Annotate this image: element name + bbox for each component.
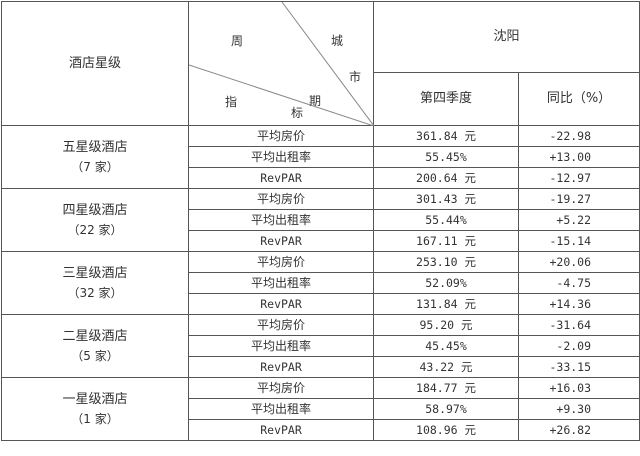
yoy-cell: +26.82 <box>517 419 640 441</box>
yoy-cell: -12.97 <box>517 167 640 189</box>
table-row: RevPAR 200.64 元 -12.97 <box>2 167 640 189</box>
value-cell: 131.84 元 <box>373 293 519 315</box>
value-cell: 200.64 元 <box>373 167 519 189</box>
metric-cell: 平均房价 <box>188 188 374 210</box>
yoy-cell: +13.00 <box>517 146 640 168</box>
yoy-cell: -22.98 <box>517 125 640 147</box>
yoy-cell: -31.64 <box>517 314 640 336</box>
yoy-cell: -33.15 <box>517 356 640 378</box>
metric-cell: RevPAR <box>188 356 374 378</box>
table-row: 二星级酒店 （5 家） 平均房价 95.20 元 -31.64 <box>1 314 640 378</box>
metric-cell: 平均房价 <box>188 251 374 273</box>
header-diagonal-cell: 周 城 市 期 指 标 <box>188 1 374 126</box>
hotel-stats-table: 酒店星级 周 城 市 期 指 标 沈阳 第四季度 同比（%） 五星级酒店 （7 家… <box>1 1 640 441</box>
header-city: 沈阳 <box>372 1 640 73</box>
metric-cell: 平均房价 <box>188 314 374 336</box>
value-cell: 301.43 元 <box>373 188 519 210</box>
yoy-cell: +20.06 <box>517 251 640 273</box>
metric-cell: RevPAR <box>188 419 374 441</box>
group-label: 一星级酒店 （1 家） <box>1 377 189 441</box>
value-cell: 108.96 元 <box>373 419 519 441</box>
yoy-cell: -19.27 <box>517 188 640 210</box>
value-cell: 45.45% <box>373 335 519 357</box>
metric-cell: 平均出租率 <box>188 209 374 231</box>
table-body: 五星级酒店 （7 家） 平均房价 361.84 元 -22.98 平均出租率 55.45% +… <box>1 125 640 441</box>
value-cell: 52.09% <box>373 272 519 294</box>
table-row: RevPAR 131.84 元 +14.36 <box>2 293 640 315</box>
diag-label-qi: 期 <box>309 94 322 108</box>
group-name: 四星级酒店 <box>62 203 128 218</box>
group-name: 二星级酒店 <box>62 329 128 344</box>
diag-label-zhou: 周 <box>231 34 244 48</box>
group-count: （22 家） <box>67 223 123 237</box>
value-cell: 55.45% <box>373 146 519 168</box>
yoy-cell: +16.03 <box>517 377 640 399</box>
yoy-cell: +9.30 <box>517 398 640 420</box>
metric-cell: 平均出租率 <box>188 272 374 294</box>
table-row: 平均出租率 45.45% -2.09 <box>2 335 640 357</box>
header-yoy: 同比（%） <box>517 72 640 126</box>
yoy-cell: +5.22 <box>517 209 640 231</box>
yoy-cell: -15.14 <box>517 230 640 252</box>
value-cell: 184.77 元 <box>373 377 519 399</box>
diag-label-shi: 市 <box>349 70 362 84</box>
header-q4: 第四季度 <box>373 72 519 126</box>
group-label: 四星级酒店 （22 家） <box>1 188 189 252</box>
table-row: 一星级酒店 （1 家） 平均房价 184.77 元 +16.03 <box>1 377 640 441</box>
group-label: 五星级酒店 （7 家） <box>1 125 189 189</box>
yoy-cell: -2.09 <box>517 335 640 357</box>
table-row: 三星级酒店 （32 家） 平均房价 253.10 元 +20.06 <box>1 251 640 315</box>
table-row: RevPAR 167.11 元 -15.14 <box>2 230 640 252</box>
group-name: 一星级酒店 <box>62 392 128 407</box>
group-count: （32 家） <box>67 286 123 300</box>
yoy-cell: -4.75 <box>517 272 640 294</box>
group-count: （7 家） <box>71 160 119 174</box>
table-row: 平均出租率 55.44% +5.22 <box>2 209 640 231</box>
metric-cell: RevPAR <box>188 230 374 252</box>
value-cell: 253.10 元 <box>373 251 519 273</box>
table-row: 五星级酒店 （7 家） 平均房价 361.84 元 -22.98 <box>1 125 640 189</box>
diag-label-cheng: 城 <box>331 34 344 48</box>
group-count: （1 家） <box>71 412 119 426</box>
metric-cell: 平均房价 <box>188 125 374 147</box>
group-label: 三星级酒店 （32 家） <box>1 251 189 315</box>
diag-label-zhi: 指 <box>225 95 238 109</box>
metric-cell: 平均房价 <box>188 377 374 399</box>
value-cell: 361.84 元 <box>373 125 519 147</box>
value-cell: 55.44% <box>373 209 519 231</box>
group-name: 三星级酒店 <box>62 266 128 281</box>
metric-cell: RevPAR <box>188 167 374 189</box>
table-row: RevPAR 108.96 元 +26.82 <box>2 419 640 441</box>
header-star-level: 酒店星级 <box>1 1 189 126</box>
metric-cell: 平均出租率 <box>188 335 374 357</box>
diag-label-biao: 标 <box>291 106 304 120</box>
metric-cell: 平均出租率 <box>188 398 374 420</box>
group-name: 五星级酒店 <box>62 140 128 155</box>
group-label: 二星级酒店 （5 家） <box>1 314 189 378</box>
table-row: 平均出租率 52.09% -4.75 <box>2 272 640 294</box>
diagonal-lines <box>189 2 374 126</box>
table-row: 四星级酒店 （22 家） 平均房价 301.43 元 -19.27 <box>1 188 640 252</box>
metric-cell: RevPAR <box>188 293 374 315</box>
group-count: （5 家） <box>71 349 119 363</box>
yoy-cell: +14.36 <box>517 293 640 315</box>
value-cell: 58.97% <box>373 398 519 420</box>
value-cell: 95.20 元 <box>373 314 519 336</box>
value-cell: 43.22 元 <box>373 356 519 378</box>
metric-cell: 平均出租率 <box>188 146 374 168</box>
value-cell: 167.11 元 <box>373 230 519 252</box>
